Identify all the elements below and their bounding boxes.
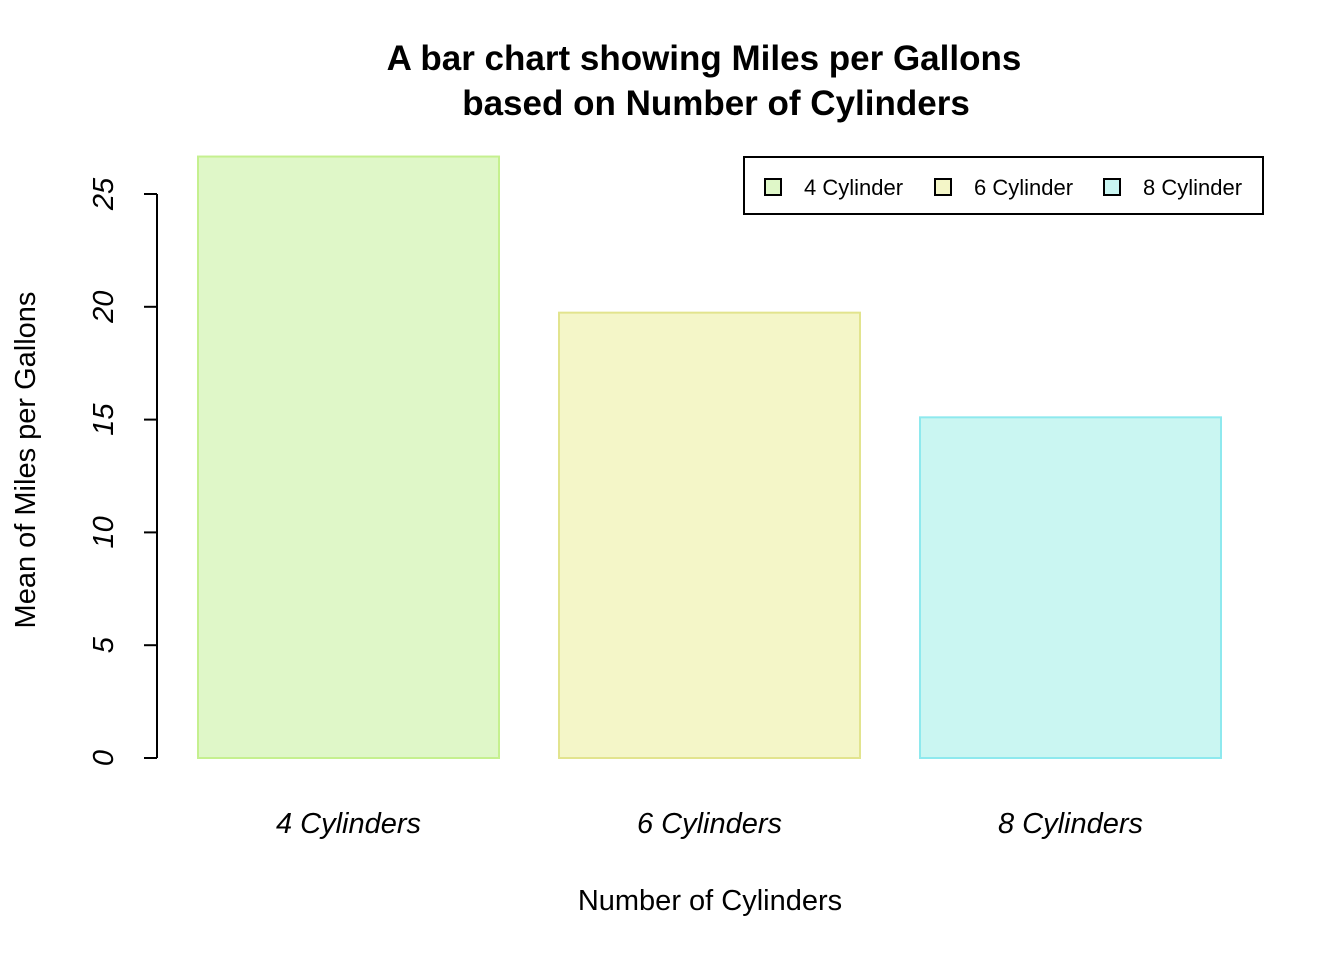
chart-title-line-2: based on Number of Cylinders (462, 84, 970, 123)
y-axis: 0 5 10 15 20 25 (88, 177, 158, 766)
legend-box (743, 156, 1264, 215)
legend-swatch-1 (764, 178, 782, 196)
legend-label-1: 4 Cylinder (804, 175, 903, 200)
y-tick-label-3: 15 (88, 403, 120, 436)
bar-1 (197, 155, 500, 759)
category-labels: 4 Cylinders 6 Cylinders 8 Cylinders (276, 808, 1143, 840)
bars (197, 155, 1222, 759)
legend-swatch-3 (1103, 178, 1121, 196)
legend: 4 Cylinder 6 Cylinder 8 Cylinder (743, 156, 1264, 215)
category-label-1: 4 Cylinders (276, 808, 421, 840)
y-axis-label: Mean of Miles per Gallons (10, 292, 42, 629)
category-label-2: 6 Cylinders (637, 808, 782, 840)
y-tick-label-4: 20 (88, 291, 120, 324)
y-tick-label-1: 5 (88, 636, 120, 653)
y-tick-label-2: 10 (88, 516, 120, 548)
legend-label-2: 6 Cylinder (974, 175, 1073, 200)
y-tick-label-0: 0 (88, 750, 120, 766)
legend-swatch-2 (934, 178, 952, 196)
y-tick-label-5: 25 (88, 177, 120, 211)
chart-title-line-1: A bar chart showing Miles per Gallons (387, 39, 1022, 78)
bar-2 (558, 311, 861, 759)
legend-label-3: 8 Cylinder (1143, 175, 1242, 200)
x-axis-label: Number of Cylinders (578, 885, 842, 917)
category-label-3: 8 Cylinders (998, 808, 1143, 840)
bar-3 (919, 416, 1222, 759)
